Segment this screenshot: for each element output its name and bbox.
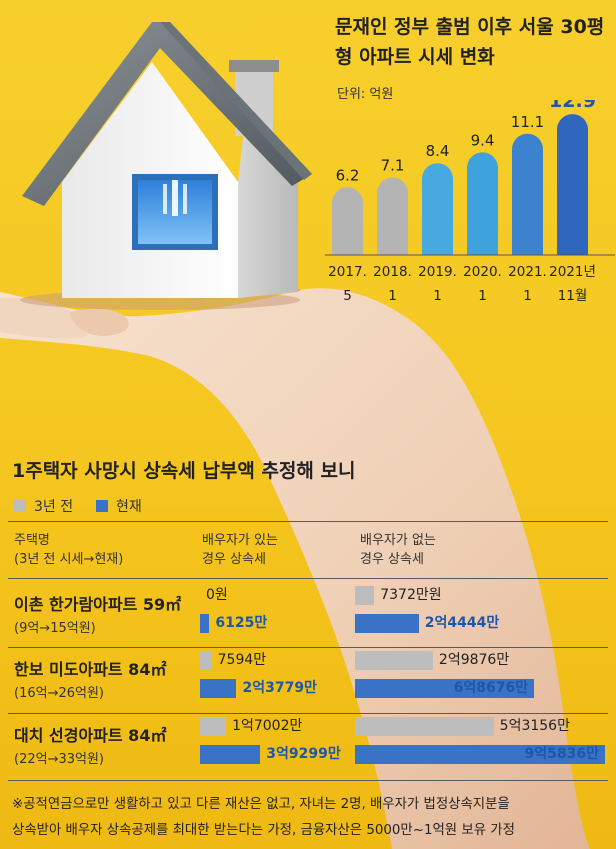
col-header-spouse: 배우자가 있는 경우 상속세 <box>202 531 278 569</box>
row-name: 이촌 한가람아파트 59㎡ <box>14 595 182 614</box>
row-name: 한보 미도아파트 84㎡ <box>14 660 167 679</box>
price-bar-chart: 6.2 2017. 5 7.1 2018. 1 8.4 2019. 1 9.4 2020. 1 11.1… <box>325 100 615 304</box>
tax-value-label: 1억7002만 <box>232 718 303 734</box>
tax-value-label: 9억5836만 <box>524 746 599 762</box>
col-header-name: 주택명 (3년 전 시세→현재) <box>14 531 123 569</box>
category-label: 2021. <box>508 264 547 280</box>
tax-bar-now <box>355 745 605 764</box>
category-label: 2020. <box>463 264 502 280</box>
category-label: 1 <box>523 288 532 304</box>
divider <box>8 780 608 781</box>
price-bar <box>467 152 498 255</box>
category-label: 1 <box>388 288 397 304</box>
col-header-nospouse-line1: 배우자가 없는 <box>360 533 436 548</box>
price-value-label: 9.4 <box>471 131 495 149</box>
tax-value-label: 3억9299만 <box>266 746 341 762</box>
chart-title: 문재인 정부 출범 이후 서울 30평형 아파트 시세 변화 <box>335 16 605 68</box>
tax-bar-prev <box>200 651 212 670</box>
divider <box>8 521 608 522</box>
category-label: 2019. <box>418 264 457 280</box>
row-price: (22억→33억원) <box>14 752 105 767</box>
tax-bar-now <box>355 614 419 633</box>
price-bar <box>377 177 408 255</box>
tax-value-label: 2억9876만 <box>438 652 510 668</box>
section-title: 1주택자 사망시 상속세 납부액 추정해 보니 <box>12 460 356 482</box>
col-header-spouse-line1: 배우자가 있는 <box>202 533 278 548</box>
legend-label-now: 현재 <box>116 499 142 515</box>
col-header-name-line1: 주택명 <box>14 533 50 548</box>
tax-value-label: 2억3779만 <box>242 680 317 696</box>
tax-value-label: 7372만원 <box>380 587 442 603</box>
price-bar <box>332 187 363 255</box>
price-value-label: 11.1 <box>511 113 544 131</box>
legend-swatch-now <box>96 500 108 512</box>
tax-bar-prev <box>355 717 494 736</box>
tax-value-label: 5억3156만 <box>499 718 570 734</box>
category-label: 5 <box>343 288 352 304</box>
tax-bar-prev <box>200 717 227 736</box>
col-header-spouse-line2: 경우 상속세 <box>202 552 266 567</box>
footnote-line: 상속받아 배우자 상속공제를 최대한 받는다는 가정, 금융자산은 5000만~… <box>12 823 515 838</box>
tax-value-label: 7594만 <box>217 652 267 668</box>
row-price: (9억→15억원) <box>14 621 96 636</box>
footnote: ※공적연금으로만 생활하고 있고 다른 재산은 없고, 자녀는 2명, 배우자가… <box>12 792 612 844</box>
col-header-nospouse-line2: 경우 상속세 <box>360 552 424 567</box>
price-value-label: 7.1 <box>381 156 405 174</box>
price-value-label: 6.2 <box>336 166 360 184</box>
tax-bar-prev <box>355 651 433 670</box>
category-label: 2017. <box>328 264 367 280</box>
tax-value-label: 6억8676만 <box>453 680 529 696</box>
category-label: 1 <box>433 288 442 304</box>
tax-bar-now <box>200 614 210 633</box>
divider <box>8 647 608 648</box>
unit-label: 단위: 억원 <box>337 87 394 102</box>
legend-label-prev: 3년 전 <box>34 499 74 515</box>
tax-bar-now <box>200 679 237 698</box>
tax-value-label: 6125만 <box>215 615 268 631</box>
row-price: (16억→26억원) <box>14 686 105 701</box>
legend-swatch-prev <box>14 500 26 512</box>
col-header-name-line2: (3년 전 시세→현재) <box>14 552 124 567</box>
divider <box>8 578 608 579</box>
category-label: 1 <box>478 288 487 304</box>
tax-bar-now <box>355 679 535 698</box>
tax-bar-now <box>200 745 261 764</box>
divider <box>8 713 608 714</box>
price-bar <box>512 133 543 255</box>
footnote-line: ※공적연금으로만 생활하고 있고 다른 재산은 없고, 자녀는 2명, 배우자가… <box>12 797 510 812</box>
col-header-nospouse: 배우자가 없는 경우 상속세 <box>360 531 436 569</box>
price-value-label: 12.9 <box>549 100 596 112</box>
price-bar <box>557 114 588 255</box>
category-label: 2018. <box>373 264 412 280</box>
category-label: 2021년 <box>549 264 596 280</box>
category-label: 11월 <box>558 288 588 304</box>
legend-item-prev: 3년 전 <box>14 496 73 516</box>
tax-bar-prev <box>355 586 375 605</box>
legend-item-now: 현재 <box>96 496 142 516</box>
price-value-label: 8.4 <box>426 142 450 160</box>
tax-value-label: 2억4444만 <box>424 615 500 631</box>
price-bar <box>422 163 453 255</box>
row-name: 대치 선경아파트 84㎡ <box>14 726 167 745</box>
tax-value-label: 0원 <box>206 587 228 603</box>
